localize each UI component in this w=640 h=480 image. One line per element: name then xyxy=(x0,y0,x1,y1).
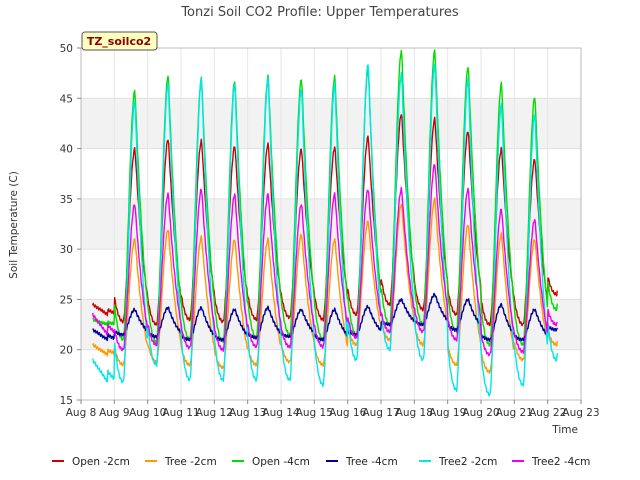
site-tag: TZ_soilco2 xyxy=(81,31,158,51)
x-tick-label: Aug 12 xyxy=(196,407,233,419)
legend-entry: Open -2cm xyxy=(72,456,130,468)
y-axis-ticks: 15 20 25 30 35 40 45 50 xyxy=(60,43,81,407)
plot-frame xyxy=(80,47,582,401)
x-tick-label: Aug 16 xyxy=(329,407,367,419)
y-tick-label: 20 xyxy=(60,345,73,357)
x-tick-label: Aug 19 xyxy=(429,407,466,419)
y-tick-label: 30 xyxy=(60,244,73,256)
x-tick-label: Aug 17 xyxy=(362,407,399,419)
y-axis-label: Soil Temperature (C) xyxy=(8,171,20,279)
plot-band xyxy=(81,349,581,400)
x-tick-label: Aug 23 xyxy=(562,407,599,419)
site-tag-label: TZ_soilco2 xyxy=(87,35,151,48)
y-tick-label: 45 xyxy=(60,93,73,105)
x-tick-label: Aug 22 xyxy=(529,407,566,419)
plot-band xyxy=(81,48,581,99)
legend-entry: Open -4cm xyxy=(252,456,310,468)
y-tick-label: 25 xyxy=(60,294,73,306)
legend-entry: Tree -2cm xyxy=(164,456,217,468)
chart-title: Tonzi Soil CO2 Profile: Upper Temperatur… xyxy=(180,5,459,20)
x-tick-label: Aug 13 xyxy=(229,407,266,419)
legend-entry: Tree2 -2cm xyxy=(438,456,497,468)
legend: Open -2cm Tree -2cm Open -4cm Tree -4cm Tree… xyxy=(52,456,590,468)
series-line xyxy=(92,164,558,357)
plot-band xyxy=(81,299,581,350)
y-tick-label: 15 xyxy=(60,395,73,407)
x-axis-label: Time xyxy=(551,424,578,436)
x-tick-label: Aug 9 xyxy=(99,407,130,419)
series-line xyxy=(92,63,558,397)
y-tick-label: 35 xyxy=(60,194,73,206)
x-tick-label: Aug 11 xyxy=(162,407,199,419)
y-tick-label: 40 xyxy=(60,144,73,156)
x-tick-label: Aug 15 xyxy=(296,407,333,419)
site-tag-box xyxy=(81,31,158,51)
x-tick-label: Aug 14 xyxy=(262,407,300,419)
legend-entry: Tree2 -4cm xyxy=(531,456,590,468)
x-tick-label: Aug 21 xyxy=(496,407,533,419)
x-tick-label: Aug 8 xyxy=(66,407,97,419)
y-tick-label: 50 xyxy=(60,43,73,55)
x-tick-label: Aug 20 xyxy=(462,407,499,419)
x-tick-label: Aug 10 xyxy=(129,407,166,419)
x-tick-label: Aug 18 xyxy=(396,407,433,419)
series-layer xyxy=(92,49,558,397)
legend-entry: Tree -4cm xyxy=(345,456,398,468)
